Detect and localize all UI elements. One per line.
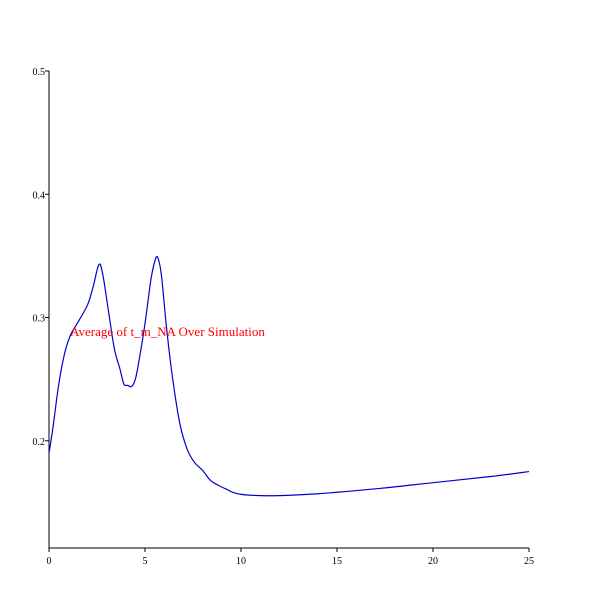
y-tick-label: 0.4	[33, 190, 46, 201]
x-tick-label: 10	[236, 556, 246, 567]
ticks: 0 5 10 15 20 25 0.2 0.3 0.4 0.5	[33, 67, 535, 567]
y-tick-label: 0.3	[33, 314, 46, 325]
x-tick-label: 15	[332, 556, 342, 567]
y-tick-label: 0.5	[33, 67, 46, 78]
axes	[48, 71, 529, 549]
x-tick-label: 25	[524, 556, 534, 567]
x-tick-label: 0	[47, 556, 52, 567]
series-line	[48, 255, 530, 497]
y-tick-label: 0.2	[33, 437, 46, 448]
x-tick-label: 20	[428, 556, 438, 567]
chart-annotation: Average of t_m_NA Over Simulation	[70, 324, 265, 339]
series-group	[48, 255, 530, 497]
x-tick-label: 5	[143, 556, 148, 567]
